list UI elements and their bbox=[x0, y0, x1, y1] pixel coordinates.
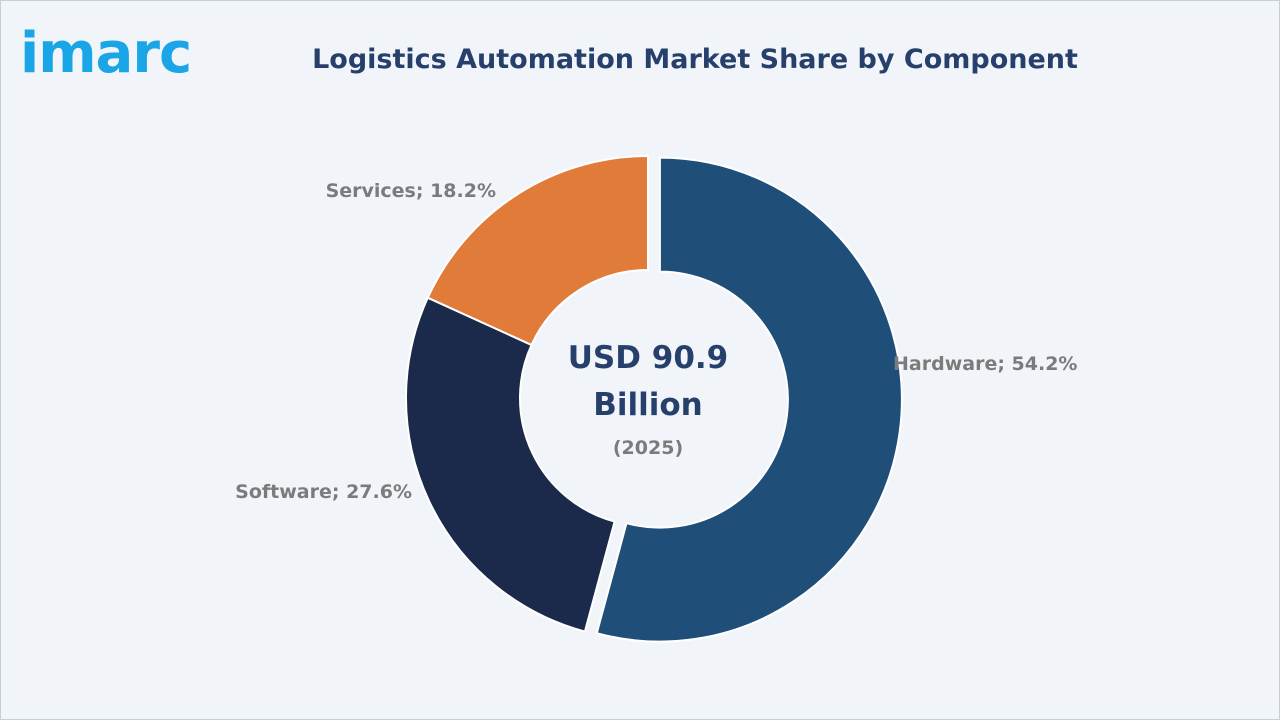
center-value-line-1: USD 90.9 bbox=[568, 340, 729, 376]
center-year: (2025) bbox=[613, 437, 683, 459]
slice-label-software: Software; 27.6% bbox=[235, 481, 412, 503]
chart-title: Logistics Automation Market Share by Com… bbox=[312, 44, 1078, 75]
slice-services bbox=[426, 154, 649, 347]
imarc-logo: imarc bbox=[20, 21, 192, 84]
center-value-line-2: Billion bbox=[593, 387, 703, 423]
slice-label-hardware: Hardware; 54.2% bbox=[893, 353, 1077, 375]
svg-text:imarc: imarc bbox=[20, 21, 191, 84]
slice-software bbox=[405, 296, 616, 633]
slice-label-services: Services; 18.2% bbox=[326, 180, 496, 202]
slice-hardware bbox=[595, 156, 903, 643]
